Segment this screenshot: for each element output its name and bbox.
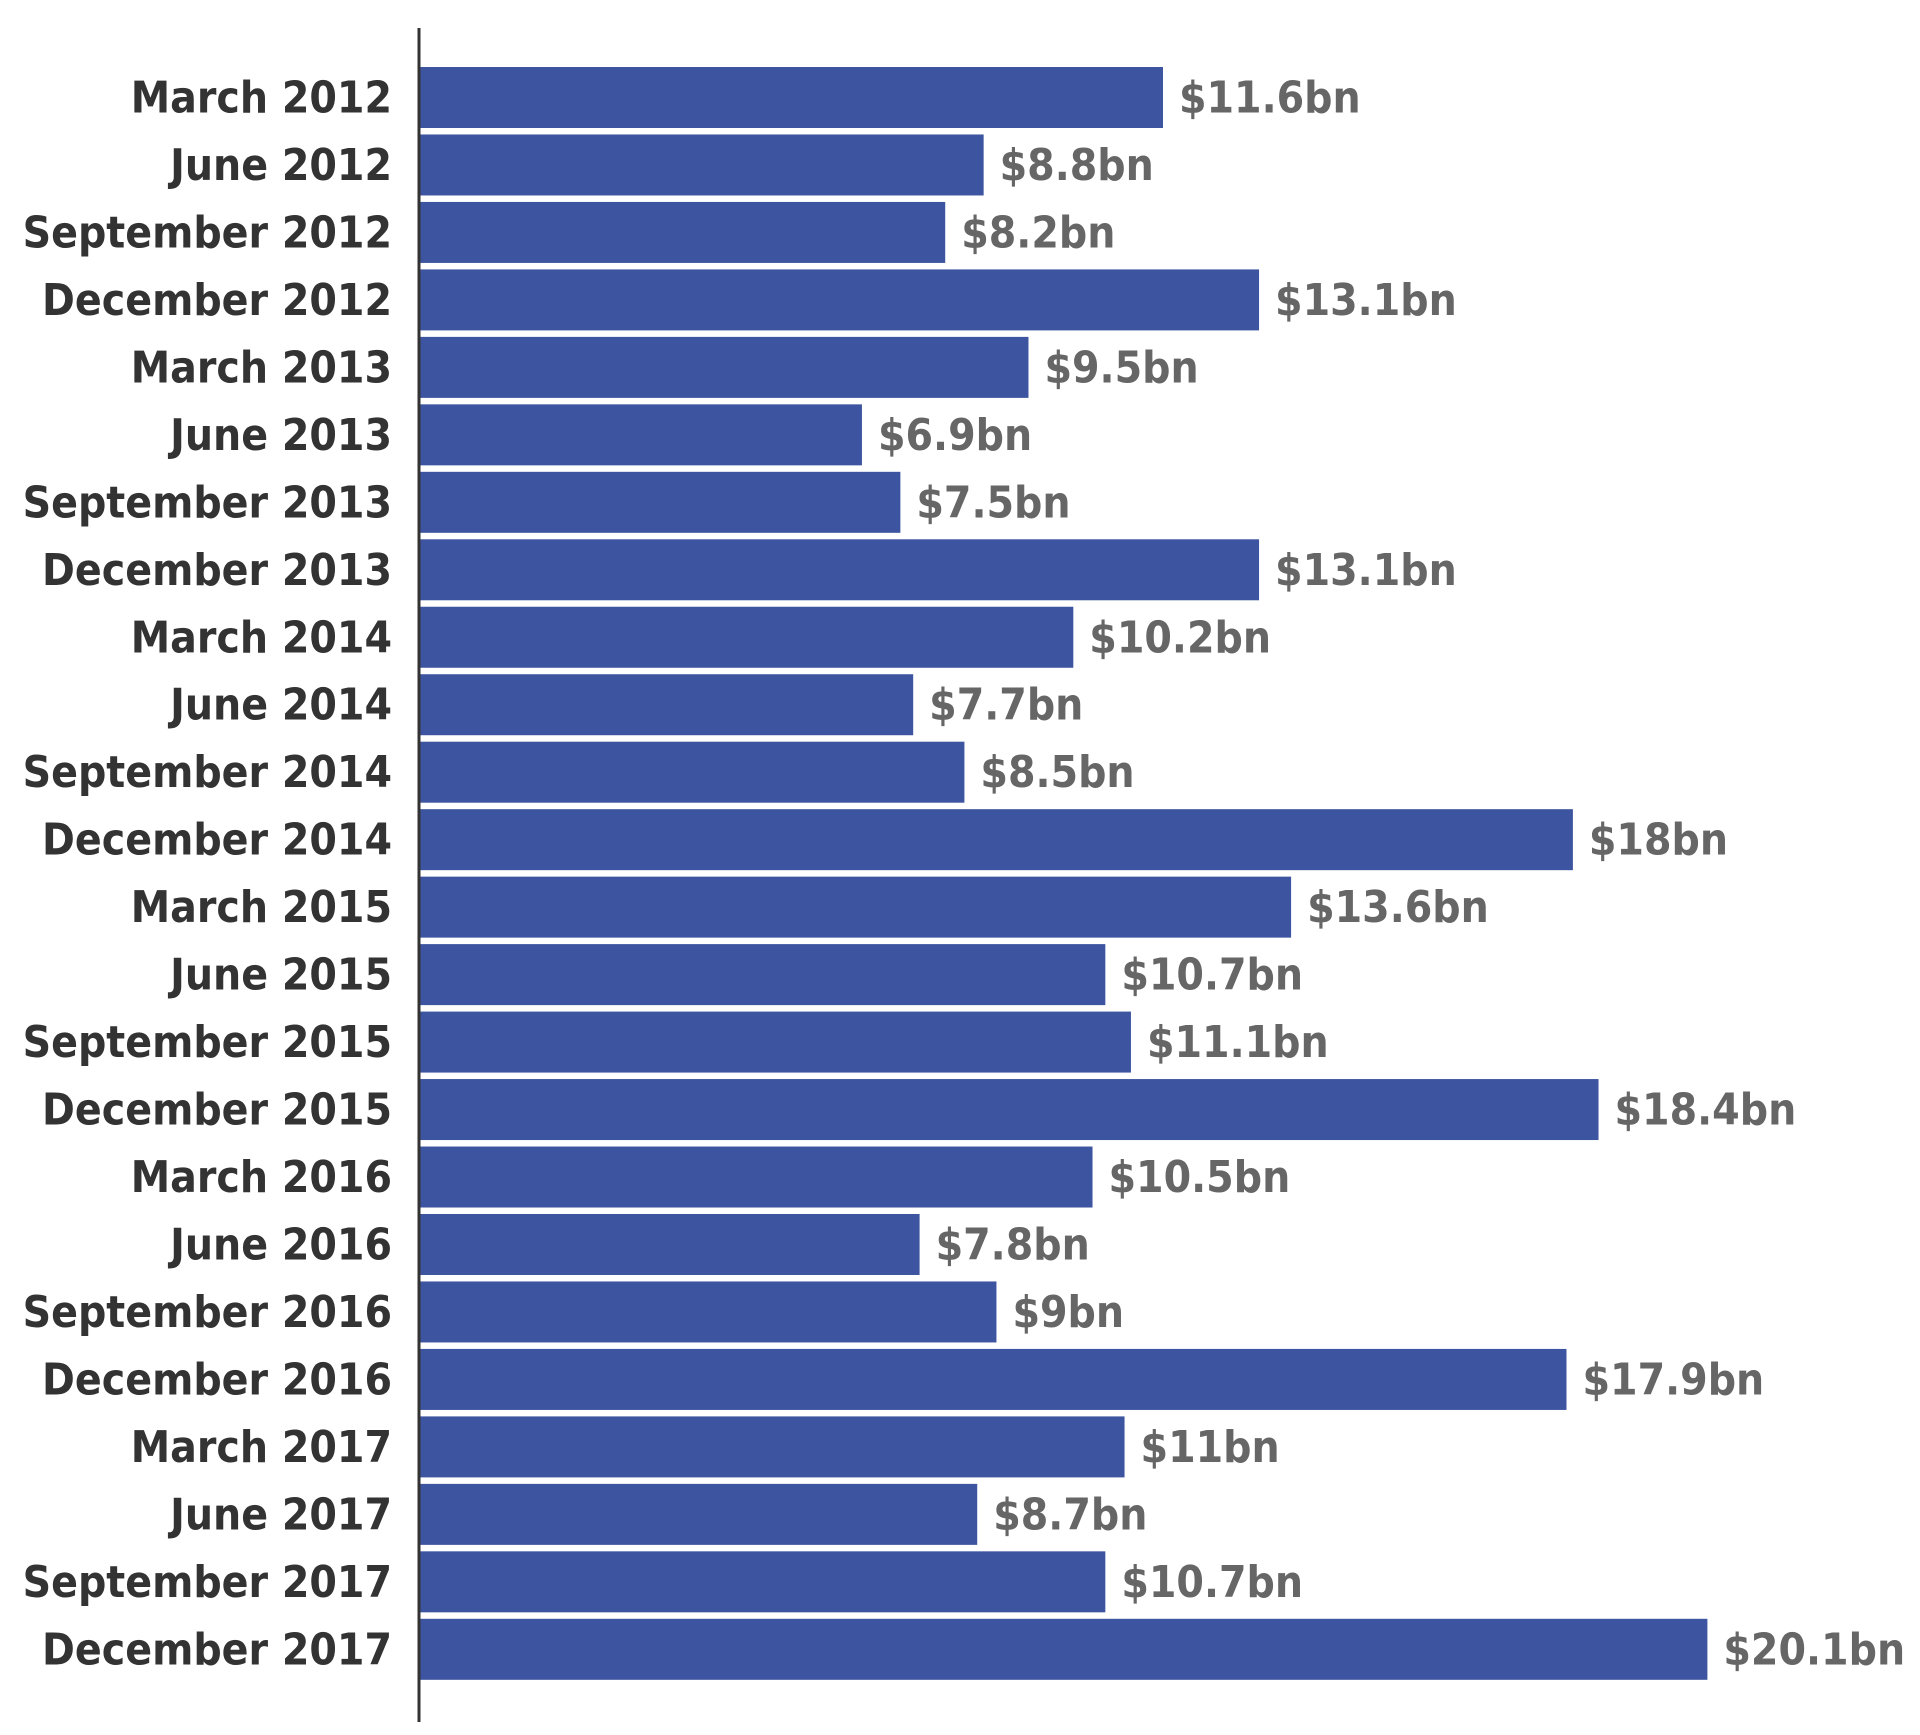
- category-label: September 2012: [23, 207, 392, 258]
- bars-layer: [420, 67, 1708, 1680]
- value-label: $10.2bn: [1089, 612, 1271, 663]
- value-label: $11bn: [1141, 1422, 1280, 1473]
- category-labels: March 2012 June 2012 September 2012 Decembe…: [23, 73, 392, 1676]
- category-label: June 2017: [167, 1489, 392, 1540]
- bar: [420, 404, 862, 466]
- category-label: September 2014: [23, 747, 392, 798]
- value-label: $7.7bn: [929, 680, 1083, 731]
- value-label: $17.9bn: [1582, 1354, 1764, 1405]
- bar: [420, 1551, 1106, 1613]
- category-label: March 2013: [131, 342, 392, 393]
- value-label: $10.7bn: [1121, 1557, 1303, 1608]
- bar: [420, 269, 1260, 331]
- value-label: $18.4bn: [1615, 1085, 1797, 1136]
- value-label: $9.5bn: [1044, 342, 1198, 393]
- category-label: December 2014: [42, 815, 392, 866]
- bar: [420, 944, 1106, 1006]
- value-label: $8.2bn: [961, 207, 1115, 258]
- category-label: September 2013: [23, 477, 392, 528]
- value-label: $8.7bn: [993, 1489, 1147, 1540]
- bar: [420, 876, 1292, 938]
- category-label: December 2016: [42, 1354, 392, 1405]
- category-label: March 2015: [131, 882, 392, 933]
- value-label: $10.7bn: [1121, 950, 1303, 1001]
- bar: [420, 471, 901, 533]
- bar: [420, 1416, 1125, 1478]
- category-label: December 2015: [42, 1085, 392, 1136]
- category-label: March 2017: [131, 1422, 392, 1473]
- bar: [420, 67, 1163, 128]
- bar: [420, 1618, 1708, 1680]
- value-label: $8.8bn: [1000, 140, 1154, 191]
- value-label: $8.5bn: [980, 747, 1134, 798]
- bar: [420, 1213, 920, 1275]
- category-label: September 2017: [23, 1557, 392, 1608]
- bar: [420, 741, 965, 803]
- value-labels: $11.6bn $8.8bn $8.2bn $13.1bn $9.5bn$6.9bn $7…: [878, 73, 1905, 1676]
- bar: [420, 606, 1074, 668]
- bar: [420, 134, 984, 196]
- category-label: June 2012: [167, 140, 392, 191]
- value-label: $11.6bn: [1179, 73, 1361, 124]
- category-label: December 2012: [42, 275, 392, 326]
- value-label: $7.8bn: [936, 1219, 1090, 1270]
- value-label: $6.9bn: [878, 410, 1032, 461]
- category-label: December 2017: [42, 1624, 392, 1675]
- value-label: $13.1bn: [1275, 275, 1457, 326]
- category-label: June 2015: [167, 950, 392, 1001]
- bar: [420, 1146, 1093, 1208]
- category-label: June 2016: [167, 1219, 392, 1270]
- category-label: March 2014: [131, 612, 392, 663]
- bar: [420, 809, 1573, 871]
- category-label: September 2016: [23, 1287, 392, 1338]
- category-label: December 2013: [42, 545, 392, 596]
- bar: [420, 201, 946, 263]
- value-label: $7.5bn: [916, 477, 1070, 528]
- category-label: September 2015: [23, 1017, 392, 1068]
- bar: [420, 336, 1029, 398]
- value-label: $18bn: [1589, 815, 1728, 866]
- value-label: $11.1bn: [1147, 1017, 1329, 1068]
- bar: [420, 674, 914, 736]
- value-label: $13.1bn: [1275, 545, 1457, 596]
- bar: [420, 1079, 1599, 1141]
- bar: [420, 1281, 997, 1343]
- category-label: March 2016: [131, 1152, 392, 1203]
- bar: [420, 1348, 1567, 1410]
- value-label: $9bn: [1012, 1287, 1124, 1338]
- category-label: June 2014: [167, 680, 392, 731]
- value-label: $20.1bn: [1723, 1624, 1905, 1675]
- bar: [420, 1011, 1131, 1073]
- bar: [420, 539, 1260, 601]
- category-label: June 2013: [167, 410, 392, 461]
- category-label: March 2012: [131, 73, 392, 124]
- bar: [420, 1483, 978, 1545]
- value-label: $10.5bn: [1109, 1152, 1291, 1203]
- value-label: $13.6bn: [1307, 882, 1489, 933]
